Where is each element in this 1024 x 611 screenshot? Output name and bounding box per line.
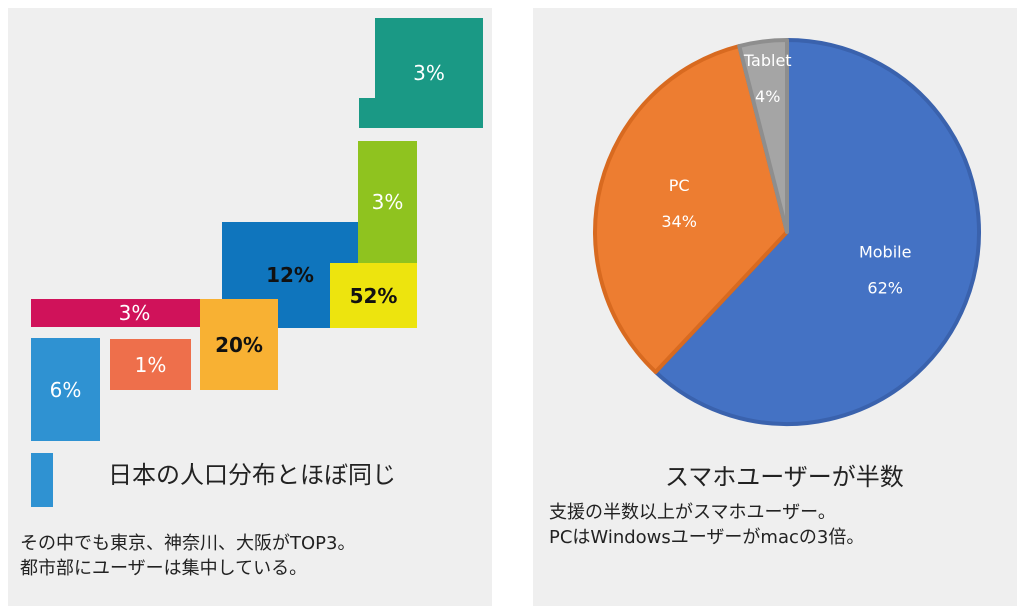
pie-label-pc-value: 34% xyxy=(661,212,697,231)
japan-map-panel: 3% 3% 12% 52% 3% 20% 1% 6% 日本の人口分布とほぼ同じ … xyxy=(8,8,492,606)
pie-slice-pc xyxy=(593,44,789,374)
pie-slice-mobile xyxy=(653,38,981,426)
map-note-line-1: その中でも東京、神奈川、大阪がTOP3。 xyxy=(20,533,356,554)
pie-caption: スマホユーザーが半数 xyxy=(665,463,904,491)
region-hokkaido xyxy=(359,98,375,128)
region-kyushu-label: 6% xyxy=(49,377,82,402)
region-kanto: 52% xyxy=(330,263,417,328)
pie-label-pc-name: PC xyxy=(669,176,690,195)
pie-note-line-2: PCはWindowsユーザーがmacの3倍。 xyxy=(549,527,865,548)
region-chugoku-label: 3% xyxy=(118,301,151,325)
region-shikoku-label: 1% xyxy=(134,352,167,377)
pie-note-line-1: 支援の半数以上がスマホユーザー。 xyxy=(549,502,836,523)
pie-slice-tablet xyxy=(737,38,789,234)
pie-label-mobile-name: Mobile xyxy=(859,242,911,261)
map-note-line-2: 都市部にユーザーは集中している。 xyxy=(20,558,308,579)
pie-label-mobile-value: 62% xyxy=(867,278,903,297)
pie-label-tablet-value: 4% xyxy=(755,87,780,106)
region-chubu-label: 12% xyxy=(266,263,314,287)
pie-label-tablet-name: Tablet xyxy=(743,51,792,70)
region-kyushu: 6% xyxy=(31,338,100,441)
region-tohoku-label: 3% xyxy=(371,190,404,214)
region-hokkaido-label: 3% xyxy=(413,61,445,85)
region-kinki: 20% xyxy=(200,299,278,390)
region-kanto-label: 52% xyxy=(349,283,398,308)
region-kinki-label: 20% xyxy=(215,332,263,357)
device-pie-panel: Mobile 62% PC 34% Tablet 4% スマホユーザーが半数 支援の半数以… xyxy=(533,8,1017,606)
region-shikoku: 1% xyxy=(110,339,191,390)
region-tohoku: 3% xyxy=(358,141,417,263)
map-caption: 日本の人口分布とほぼ同じ xyxy=(108,461,396,489)
region-hokkaido-block: 3% xyxy=(375,18,483,128)
device-pie-chart: Mobile 62% PC 34% Tablet 4% xyxy=(593,38,981,426)
region-okinawa xyxy=(31,453,53,507)
